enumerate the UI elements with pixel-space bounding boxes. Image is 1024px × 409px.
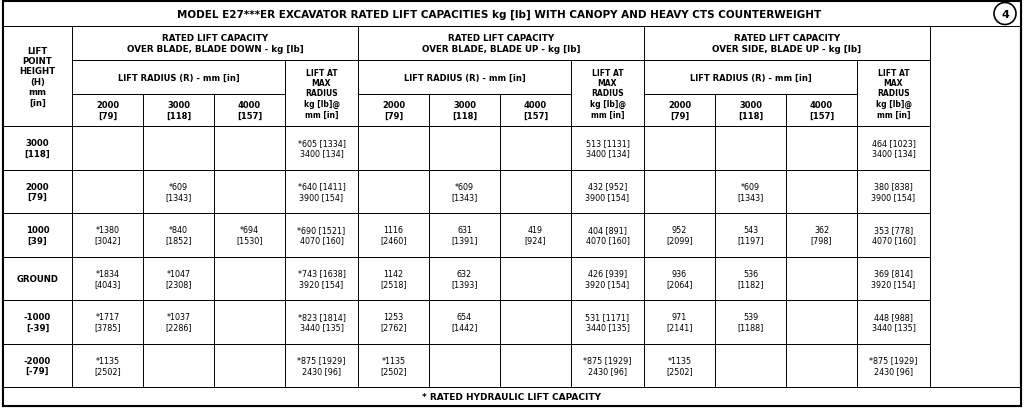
Text: 4000
[157]: 4000 [157] bbox=[523, 101, 548, 120]
Circle shape bbox=[994, 4, 1016, 25]
Bar bbox=[644, 213, 715, 257]
Bar bbox=[500, 213, 571, 257]
Bar bbox=[3, 257, 72, 300]
Bar bbox=[786, 127, 857, 170]
Text: 654
[1442]: 654 [1442] bbox=[452, 312, 478, 332]
Text: 536
[1182]: 536 [1182] bbox=[737, 269, 764, 288]
Bar bbox=[3, 344, 72, 387]
Text: -2000
[-79]: -2000 [-79] bbox=[24, 356, 51, 375]
Bar bbox=[3, 213, 72, 257]
Bar bbox=[72, 127, 143, 170]
Bar bbox=[358, 95, 429, 127]
Bar bbox=[644, 61, 857, 95]
Bar bbox=[3, 2, 1021, 27]
Bar bbox=[571, 61, 644, 127]
Bar bbox=[72, 61, 285, 95]
Text: 3000
[118]: 3000 [118] bbox=[166, 101, 191, 120]
Text: *840
[1852]: *840 [1852] bbox=[165, 225, 191, 245]
Text: 543
[1197]: 543 [1197] bbox=[737, 225, 764, 245]
Text: LIFT RADIUS (R) - mm [in]: LIFT RADIUS (R) - mm [in] bbox=[403, 73, 525, 82]
Bar bbox=[72, 300, 143, 344]
Bar bbox=[571, 257, 644, 300]
Bar bbox=[143, 213, 214, 257]
Text: 2000
[79]: 2000 [79] bbox=[668, 101, 691, 120]
Text: 464 [1023]
3400 [134]: 464 [1023] 3400 [134] bbox=[871, 139, 915, 158]
Bar bbox=[857, 344, 930, 387]
Text: 1142
[2518]: 1142 [2518] bbox=[380, 269, 407, 288]
Bar bbox=[786, 300, 857, 344]
Text: *690 [1521]
4070 [160]: *690 [1521] 4070 [160] bbox=[297, 225, 346, 245]
Bar bbox=[72, 95, 143, 127]
Bar bbox=[500, 127, 571, 170]
Bar bbox=[715, 170, 786, 213]
Bar bbox=[715, 300, 786, 344]
Bar bbox=[644, 344, 715, 387]
Text: RATED LIFT CAPACITY
OVER BLADE, BLADE DOWN - kg [lb]: RATED LIFT CAPACITY OVER BLADE, BLADE DO… bbox=[127, 34, 303, 54]
Text: 2000
[79]: 2000 [79] bbox=[382, 101, 406, 120]
Text: *1047
[2308]: *1047 [2308] bbox=[165, 269, 191, 288]
Bar bbox=[644, 27, 930, 61]
Text: *609
[1343]: *609 [1343] bbox=[737, 182, 764, 202]
Text: *875 [1929]
2430 [96]: *875 [1929] 2430 [96] bbox=[584, 356, 632, 375]
Bar bbox=[500, 95, 571, 127]
Text: *1717
[3785]: *1717 [3785] bbox=[94, 312, 121, 332]
Bar bbox=[571, 300, 644, 344]
Text: 4000
[157]: 4000 [157] bbox=[237, 101, 262, 120]
Bar bbox=[786, 213, 857, 257]
Text: 3000
[118]: 3000 [118] bbox=[25, 139, 50, 158]
Bar bbox=[285, 257, 358, 300]
Text: *1135
[2502]: *1135 [2502] bbox=[380, 356, 407, 375]
Text: *640 [1411]
3900 [154]: *640 [1411] 3900 [154] bbox=[298, 182, 345, 202]
Bar bbox=[644, 300, 715, 344]
Bar bbox=[786, 344, 857, 387]
Text: 4000
[157]: 4000 [157] bbox=[809, 101, 835, 120]
Text: 3000
[118]: 3000 [118] bbox=[452, 101, 477, 120]
Bar bbox=[857, 213, 930, 257]
Text: 631
[1391]: 631 [1391] bbox=[452, 225, 478, 245]
Bar bbox=[214, 127, 285, 170]
Bar bbox=[3, 387, 1021, 406]
Text: 2000
[79]: 2000 [79] bbox=[96, 101, 119, 120]
Text: LIFT AT
MAX
RADIUS
kg [lb]@
mm [in]: LIFT AT MAX RADIUS kg [lb]@ mm [in] bbox=[303, 68, 340, 119]
Text: MODEL E27***ER EXCAVATOR RATED LIFT CAPACITIES kg [lb] WITH CANOPY AND HEAVY CTS: MODEL E27***ER EXCAVATOR RATED LIFT CAPA… bbox=[177, 9, 821, 20]
Text: *609
[1343]: *609 [1343] bbox=[452, 182, 477, 202]
Bar bbox=[72, 213, 143, 257]
Text: 952
[2099]: 952 [2099] bbox=[667, 225, 693, 245]
Text: RATED LIFT CAPACITY
OVER BLADE, BLADE UP - kg [lb]: RATED LIFT CAPACITY OVER BLADE, BLADE UP… bbox=[422, 34, 581, 54]
Text: *875 [1929]
2430 [96]: *875 [1929] 2430 [96] bbox=[297, 356, 346, 375]
Bar bbox=[143, 127, 214, 170]
Bar bbox=[571, 127, 644, 170]
Text: *823 [1814]
3440 [135]: *823 [1814] 3440 [135] bbox=[298, 312, 345, 332]
Bar bbox=[3, 127, 72, 170]
Text: LIFT RADIUS (R) - mm [in]: LIFT RADIUS (R) - mm [in] bbox=[118, 73, 240, 82]
Bar bbox=[285, 213, 358, 257]
Text: * RATED HYDRAULIC LIFT CAPACITY: * RATED HYDRAULIC LIFT CAPACITY bbox=[423, 392, 601, 401]
Text: 539
[1188]: 539 [1188] bbox=[737, 312, 764, 332]
Text: *875 [1929]
2430 [96]: *875 [1929] 2430 [96] bbox=[869, 356, 918, 375]
Bar bbox=[214, 257, 285, 300]
Text: 369 [814]
3920 [154]: 369 [814] 3920 [154] bbox=[871, 269, 915, 288]
Bar bbox=[3, 300, 72, 344]
Bar bbox=[214, 213, 285, 257]
Bar bbox=[285, 300, 358, 344]
Bar bbox=[72, 170, 143, 213]
Bar bbox=[214, 95, 285, 127]
Bar bbox=[715, 127, 786, 170]
Bar bbox=[285, 61, 358, 127]
Bar bbox=[285, 127, 358, 170]
Bar bbox=[143, 170, 214, 213]
Bar bbox=[143, 300, 214, 344]
Text: 432 [952]
3900 [154]: 432 [952] 3900 [154] bbox=[586, 182, 630, 202]
Bar bbox=[143, 344, 214, 387]
Bar bbox=[644, 95, 715, 127]
Bar bbox=[429, 95, 500, 127]
Bar bbox=[786, 257, 857, 300]
Text: 1000
[39]: 1000 [39] bbox=[26, 225, 49, 245]
Bar bbox=[285, 344, 358, 387]
Bar bbox=[500, 300, 571, 344]
Text: 2000
[79]: 2000 [79] bbox=[26, 182, 49, 202]
Bar bbox=[786, 95, 857, 127]
Bar bbox=[143, 95, 214, 127]
Text: 4: 4 bbox=[1001, 9, 1009, 20]
Text: 448 [988]
3440 [135]: 448 [988] 3440 [135] bbox=[871, 312, 915, 332]
